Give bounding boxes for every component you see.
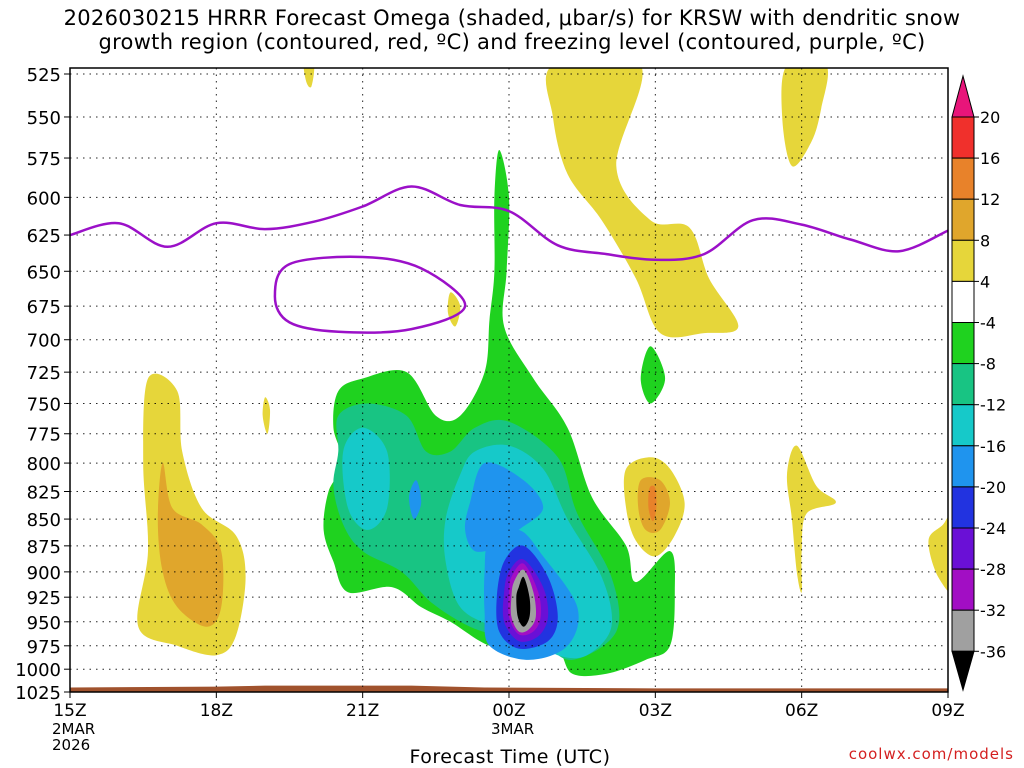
x-tick-label: 00Z	[492, 701, 525, 721]
y-tick-label: 700	[27, 331, 61, 352]
colorbar-swatch	[951, 486, 975, 529]
y-tick-label: 600	[27, 188, 61, 209]
colorbar-label: 16	[980, 149, 1000, 168]
positive-omega-area	[262, 397, 271, 434]
y-tick-label: 775	[27, 425, 61, 446]
colorbar-label: -24	[980, 519, 1006, 538]
colorbar-swatch	[951, 363, 975, 406]
y-tick-label: 675	[27, 297, 61, 318]
positive-omega-area	[545, 68, 739, 338]
x-tick-date-label: 2MAR	[52, 720, 95, 738]
colorbar: 20 16 12 8 4 -4 -8 -12 -16 -20 -24 -28 -32 -36	[951, 74, 1006, 692]
freezing-level-line	[70, 185, 948, 262]
colorbar-swatch	[951, 445, 975, 488]
y-tick-label: 925	[27, 588, 61, 609]
colorbar-label: -32	[980, 601, 1006, 620]
y-tick-label: 950	[27, 613, 61, 634]
chart-title: 2026030215 HRRR Forecast Omega (shaded, …	[0, 6, 1024, 54]
colorbar-cap-bottom	[951, 650, 975, 692]
colorbar-label: 8	[980, 231, 990, 250]
terrain-surface	[70, 685, 948, 692]
colorbar-swatch	[951, 239, 975, 282]
positive-omega-area	[157, 463, 224, 627]
positive-omega-area	[648, 485, 657, 522]
colorbar-swatch	[951, 116, 975, 159]
colorbar-label: -20	[980, 478, 1006, 497]
omega-shading	[70, 68, 948, 692]
negative-omega-area	[464, 462, 544, 552]
colorbar-swatch	[951, 404, 975, 447]
y-tick-label: 850	[27, 510, 61, 531]
y-tick-label: 800	[27, 454, 61, 475]
y-tick-label: 650	[27, 262, 61, 283]
negative-omega-area	[516, 576, 531, 627]
y-tick-label: 900	[27, 563, 61, 584]
negative-omega-area	[342, 427, 390, 530]
colorbar-cap-top	[951, 74, 975, 118]
positive-omega-area	[786, 445, 836, 593]
y-tick-label: 875	[27, 537, 61, 558]
y-tick-label: 550	[27, 108, 61, 129]
colorbar-label: 12	[980, 190, 1000, 209]
colorbar-swatch	[951, 157, 975, 200]
colorbar-label: -8	[980, 355, 996, 374]
colorbar-swatch	[951, 527, 975, 570]
freezing-level-contours	[70, 185, 948, 334]
y-tick-label: 825	[27, 482, 61, 503]
y-tick-label: 1000	[15, 660, 61, 681]
negative-omega-area	[408, 480, 422, 520]
colorbar-label: 4	[980, 272, 990, 291]
colorbar-label: -16	[980, 437, 1006, 456]
colorbar-label: -28	[980, 560, 1006, 579]
colorbar-swatch	[951, 322, 975, 365]
negative-omega-area	[640, 346, 666, 404]
y-tick-label: 1025	[15, 683, 61, 704]
y-axis: 525 550 575 600 625 650 675 700 725 750 775 800 825 8…	[15, 65, 70, 704]
y-tick-label: 575	[27, 149, 61, 170]
x-tick-year-label: 2026	[52, 736, 90, 754]
colorbar-label: -4	[980, 314, 996, 333]
credit-text: coolwx.com/models	[848, 745, 1014, 763]
gridlines	[70, 68, 948, 692]
y-tick-label: 725	[27, 363, 61, 384]
colorbar-swatch	[951, 568, 975, 611]
colorbar-label: -36	[980, 642, 1006, 661]
x-tick-label: 03Z	[639, 701, 672, 721]
freezing-level-closed-contour	[273, 255, 467, 334]
y-tick-label: 625	[27, 226, 61, 247]
x-tick-date-label: 3MAR	[491, 720, 534, 738]
positive-omega-area	[928, 516, 948, 592]
x-tick-label: 06Z	[785, 701, 818, 721]
x-tick-label: 21Z	[346, 701, 379, 721]
chart-title-line2: growth region (contoured, red, ºC) and f…	[98, 30, 926, 54]
x-tick-label: 09Z	[931, 701, 964, 721]
x-tick-label: 15Z	[53, 701, 86, 721]
x-tick-label: 18Z	[200, 701, 233, 721]
y-tick-label: 975	[27, 637, 61, 658]
x-axis-title: Forecast Time (UTC)	[409, 746, 611, 768]
chart-title-line1: 2026030215 HRRR Forecast Omega (shaded, …	[63, 6, 961, 30]
colorbar-label: 20	[980, 108, 1000, 127]
colorbar-swatch	[951, 280, 975, 323]
colorbar-label: -12	[980, 396, 1006, 415]
positive-omega-area	[303, 68, 315, 88]
y-tick-label: 525	[27, 65, 61, 86]
colorbar-swatch	[951, 198, 975, 241]
y-tick-label: 750	[27, 394, 61, 415]
colorbar-swatch	[951, 609, 975, 652]
